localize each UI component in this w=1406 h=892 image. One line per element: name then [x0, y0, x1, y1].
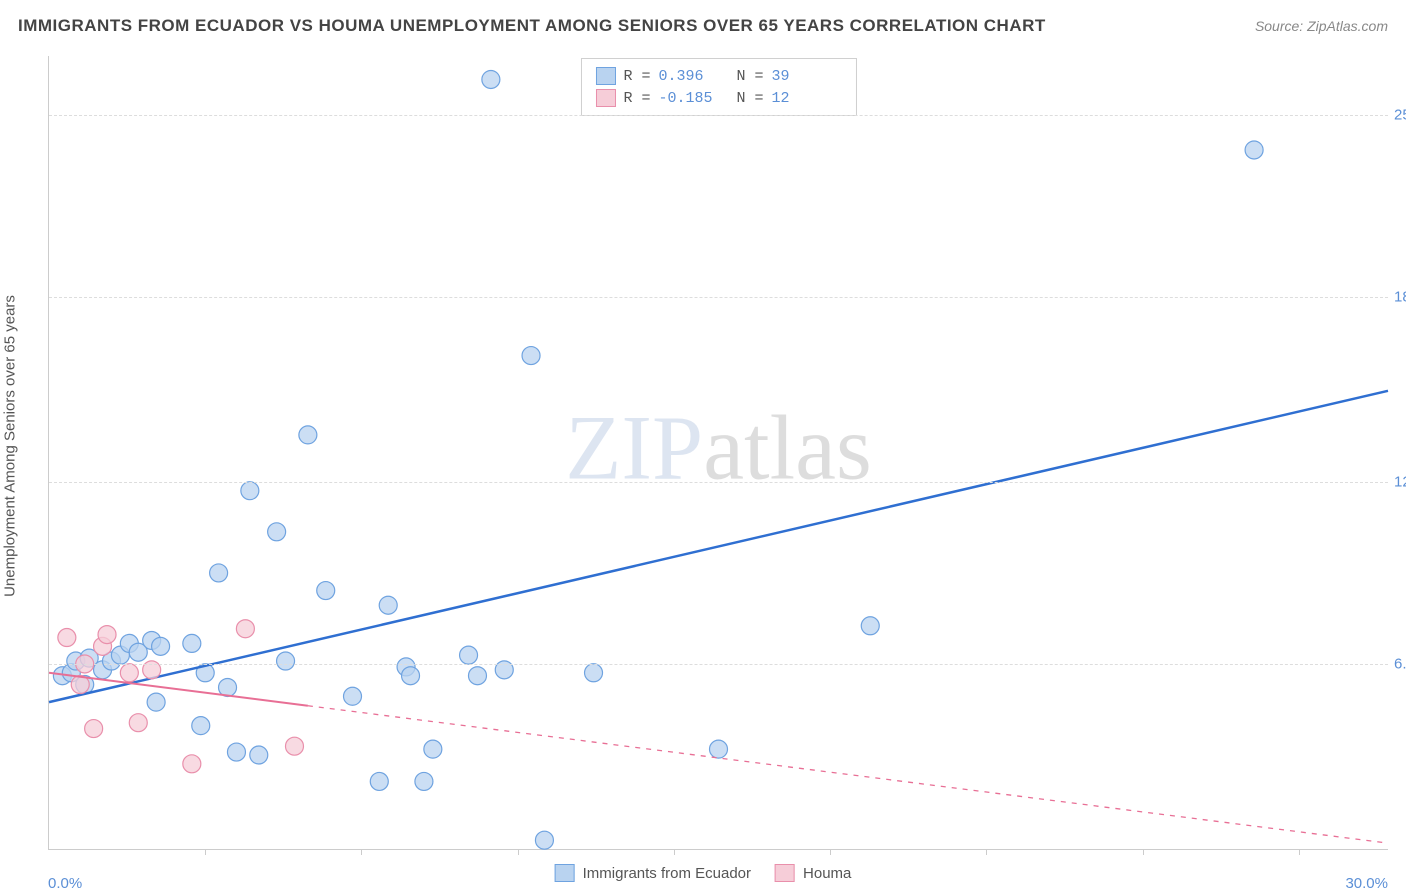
bottom-legend-houma: Houma — [775, 864, 851, 882]
chart-title: IMMIGRANTS FROM ECUADOR VS HOUMA UNEMPLO… — [18, 16, 1046, 36]
source-label: Source: ZipAtlas.com — [1255, 18, 1388, 34]
bottom-legend-label: Immigrants from Ecuador — [583, 865, 751, 882]
y-axis-label: Unemployment Among Seniors over 65 years — [2, 144, 19, 446]
y-tick-label: 25.0% — [1394, 106, 1406, 123]
bottom-legend: Immigrants from Ecuador Houma — [555, 864, 852, 882]
x-max-label: 30.0% — [1345, 875, 1388, 892]
swatch-icon — [775, 864, 795, 882]
swatch-icon — [555, 864, 575, 882]
scatter-chart: ZIPatlas R = 0.396 N = 39 R = -0.185 N =… — [48, 56, 1388, 850]
bottom-legend-ecuador: Immigrants from Ecuador — [555, 864, 751, 882]
bottom-legend-label: Houma — [803, 865, 851, 882]
x-min-label: 0.0% — [48, 875, 82, 892]
y-tick-label: 18.8% — [1394, 288, 1406, 305]
y-tick-label: 12.5% — [1394, 473, 1406, 490]
chart-svg — [49, 56, 1388, 849]
y-tick-label: 6.3% — [1394, 655, 1406, 672]
